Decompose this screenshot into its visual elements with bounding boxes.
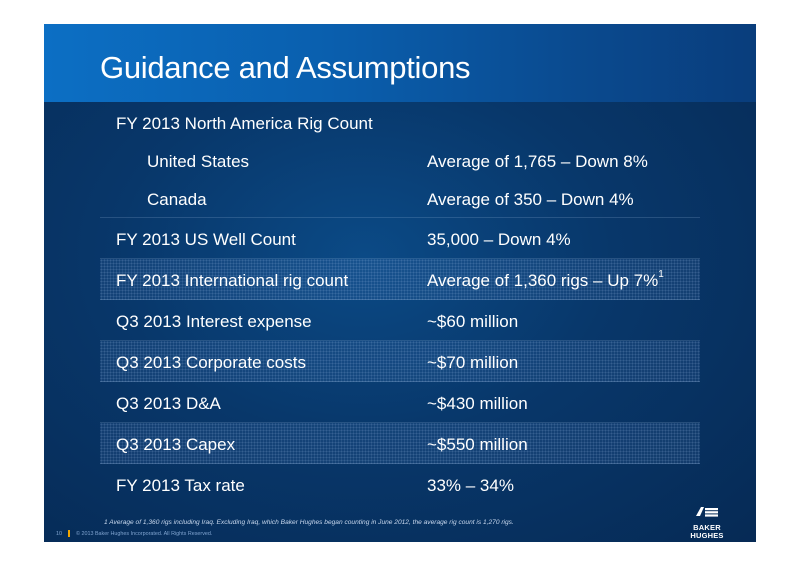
footnote-marker: 1 xyxy=(658,269,664,280)
slide-title: Guidance and Assumptions xyxy=(100,50,471,85)
table-row: FY 2013 International rig count Average … xyxy=(100,259,700,300)
page-number: 10 xyxy=(56,530,62,537)
row-value: ~$550 million xyxy=(427,435,528,454)
row-label: FY 2013 North America Rig Count xyxy=(116,114,373,133)
row-label: FY 2013 Tax rate xyxy=(116,476,245,495)
logo-line-2: HUGHES xyxy=(690,531,724,540)
row-value: Average of 350 – Down 4% xyxy=(427,190,634,209)
row-label: Q3 2013 Interest expense xyxy=(116,312,312,331)
row-value: ~$60 million xyxy=(427,312,519,331)
row-value: 33% – 34% xyxy=(427,476,514,495)
row-label: Q3 2013 Capex xyxy=(116,435,236,454)
footnote: 1 Average of 1,360 rigs including Iraq. … xyxy=(104,519,514,526)
slide: Guidance and Assumptions FY 2013 North A… xyxy=(44,24,756,542)
row-label: Canada xyxy=(147,190,207,209)
table-row: FY 2013 US Well Count 35,000 – Down 4% xyxy=(100,218,700,259)
table-row: FY 2013 Tax rate 33% – 34% xyxy=(100,464,700,504)
row-label: Q3 2013 Corporate costs xyxy=(116,353,306,372)
footer-divider xyxy=(68,530,70,537)
row-label: United States xyxy=(147,152,250,171)
row-value: Average of 1,360 rigs – Up 7%1 xyxy=(427,269,664,291)
row-label: FY 2013 US Well Count xyxy=(116,230,296,249)
table-row: Q3 2013 Corporate costs ~$70 million xyxy=(100,341,700,382)
table-row: Q3 2013 D&A ~$430 million xyxy=(100,382,700,423)
row-value: Average of 1,765 – Down 8% xyxy=(427,152,648,171)
logo-line-1: BAKER xyxy=(693,523,721,532)
logo-mark-icon xyxy=(696,507,718,517)
row-value: ~$430 million xyxy=(427,394,528,413)
table-row: Q3 2013 Capex ~$550 million xyxy=(100,423,700,464)
table-row: United States Average of 1,765 – Down 8% xyxy=(100,142,700,180)
row-label: Q3 2013 D&A xyxy=(116,394,221,413)
table-row: FY 2013 North America Rig Count xyxy=(100,102,700,142)
title-bar: Guidance and Assumptions xyxy=(44,24,756,102)
table-row: Q3 2013 Interest expense ~$60 million xyxy=(100,300,700,341)
slide-footer: 10 © 2013 Baker Hughes Incorporated. All … xyxy=(56,530,212,537)
row-value: 35,000 – Down 4% xyxy=(427,230,571,249)
copyright-text: © 2013 Baker Hughes Incorporated. All Ri… xyxy=(76,530,213,537)
row-value-text: Average of 1,360 rigs – Up 7% xyxy=(427,271,659,290)
row-label: FY 2013 International rig count xyxy=(116,271,349,290)
table-row: Canada Average of 350 – Down 4% xyxy=(100,180,700,218)
baker-hughes-logo: BAKER HUGHES xyxy=(687,506,727,540)
row-value: ~$70 million xyxy=(427,353,519,372)
guidance-table: FY 2013 North America Rig Count United S… xyxy=(100,102,700,504)
